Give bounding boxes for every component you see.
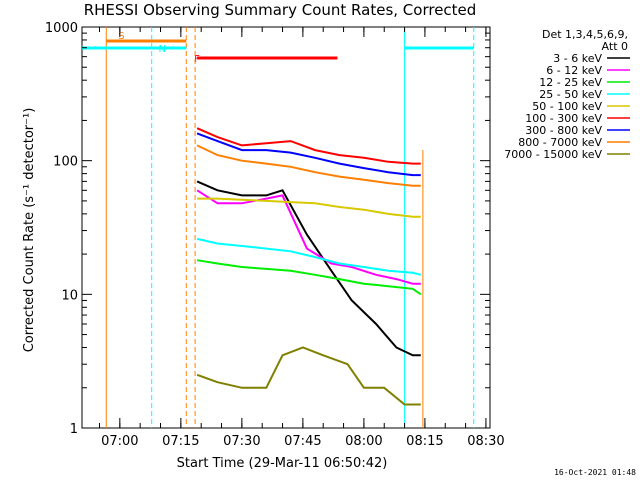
marker-label: N [158, 44, 165, 55]
series-line [196, 189, 421, 285]
series-line [196, 346, 421, 406]
series-line [196, 144, 421, 187]
legend-entry-label: 100 - 300 keV [525, 112, 602, 125]
y-axis-label: Corrected Count Rate (s⁻¹ detector⁻¹) [22, 108, 37, 353]
legend-entry-label: 25 - 50 keV [539, 88, 602, 101]
series-line [196, 180, 421, 357]
x-tick-label: 08:30 [467, 434, 504, 449]
y-tick-label: 1000 [45, 21, 78, 36]
legend-header: Det 1,3,4,5,6,9, [542, 28, 628, 41]
plot-frame [81, 26, 491, 429]
x-axis: 07:00 07:15 07:30 07:45 08:00 08:15 08:30 [98, 27, 505, 449]
series-line [196, 259, 422, 296]
series-line [196, 127, 421, 165]
y-axis: 1 10 100 1000 [45, 21, 490, 437]
y-tick-label: 100 [53, 155, 78, 170]
legend-entry-label: 50 - 100 keV [532, 100, 602, 113]
legend-entry-label: 800 - 7000 keV [518, 136, 602, 149]
x-tick-label: 08:00 [345, 434, 382, 449]
legend-entry-label: 7000 - 15000 keV [504, 148, 602, 161]
legend-entry-label: 3 - 6 keV [553, 52, 602, 65]
plot-area: S N F [81, 26, 491, 429]
x-tick-label: 08:15 [406, 434, 443, 449]
y-tick-label: 10 [61, 288, 78, 303]
legend-entry-label: 12 - 25 keV [539, 76, 602, 89]
marker-label: F [194, 54, 200, 65]
series-line [196, 237, 422, 276]
y-tick-label: 1 [70, 422, 78, 437]
x-tick-label: 07:30 [223, 434, 260, 449]
x-tick-label: 07:45 [284, 434, 321, 449]
series-line [197, 197, 421, 218]
legend-header: Att 0 [602, 40, 628, 53]
series-line [196, 132, 421, 177]
timestamp-footer: 16-Oct-2021 01:48 [554, 468, 636, 477]
x-tick-label: 07:00 [101, 434, 138, 449]
legend-entry-label: 300 - 800 keV [525, 124, 602, 137]
x-tick-label: 07:15 [162, 434, 199, 449]
legend-entry-label: 6 - 12 keV [546, 64, 602, 77]
marker-label: S [118, 31, 124, 42]
x-axis-label: Start Time (29-Mar-11 06:50:42) [177, 456, 388, 471]
chart-title: RHESSI Observing Summary Count Rates, Co… [83, 1, 477, 19]
